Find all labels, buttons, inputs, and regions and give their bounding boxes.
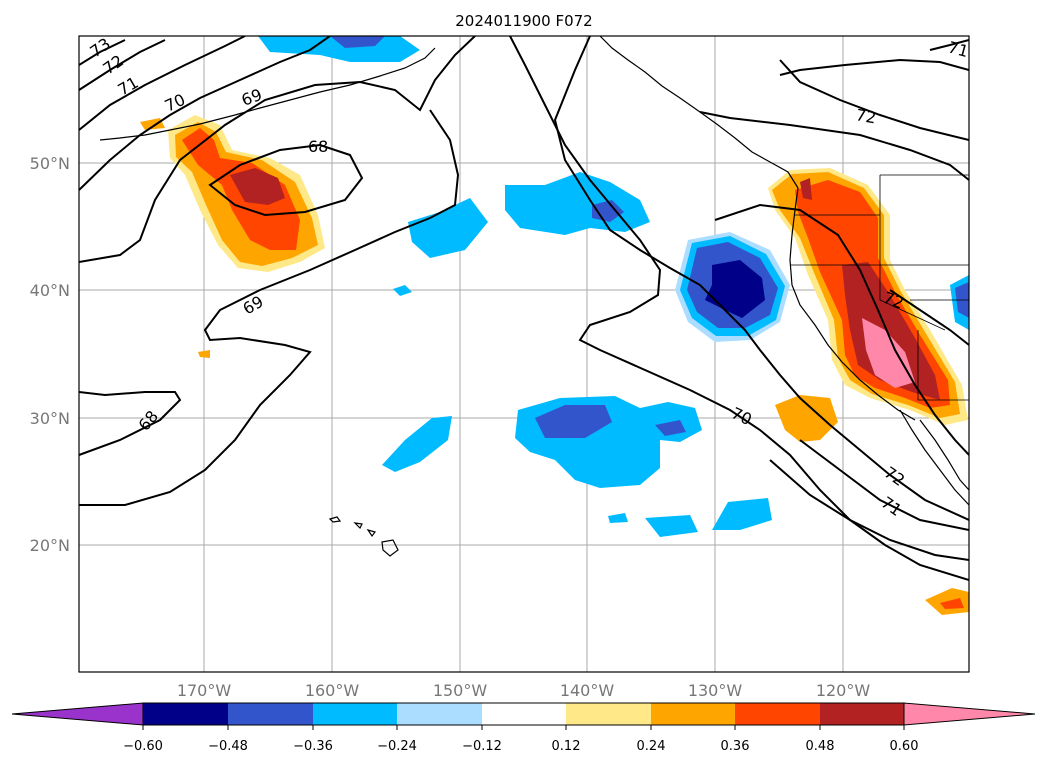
positive-anomaly-coast-dark (842, 262, 940, 400)
contour-72-coast (714, 203, 969, 456)
colorbar-label: −0.24 (377, 739, 417, 754)
colorbar-label: 0.12 (552, 739, 581, 754)
lon-label: 170°W (177, 681, 232, 700)
positive-anomaly-small-2 (198, 350, 210, 358)
lat-label: 30°N (30, 409, 70, 428)
colorbar-segment (482, 703, 566, 725)
lon-label: 140°W (560, 681, 615, 700)
negative-anomaly-offshore-dark (705, 260, 765, 318)
contour-68-loop (208, 143, 364, 217)
longitude-labels: 170°W 160°W 150°W 140°W 130°W 120°W (177, 681, 871, 700)
contour-70-mid (509, 36, 969, 581)
negative-anomaly-north (258, 36, 420, 62)
lon-label: 130°W (688, 681, 743, 700)
colorbar-segment (651, 703, 735, 725)
contour-inland (889, 289, 969, 346)
positive-anomaly-small-1 (140, 118, 165, 130)
contour-71 (79, 36, 246, 131)
contour-68-sw (79, 391, 182, 456)
lat-label: 20°N (30, 536, 70, 555)
hawaii-islands (328, 516, 399, 557)
colorbar-label: −0.60 (123, 739, 163, 754)
contour-label: 68 (308, 137, 328, 156)
aleutian-islands (99, 47, 436, 141)
colorbar-label: 0.48 (806, 739, 835, 754)
colorbar-segment (735, 703, 820, 725)
positive-anomaly-coast-pink (862, 318, 915, 388)
contour-70 (79, 36, 331, 191)
positive-anomaly-coast-small (800, 178, 812, 200)
figure-title: 2024011900 F072 (455, 12, 592, 30)
lon-label: 160°W (305, 681, 360, 700)
contour-69 (79, 36, 476, 506)
colorbar-segment (397, 703, 482, 725)
colorbar-frame (142, 702, 905, 726)
baja-peninsula (899, 409, 969, 506)
contour-label: 72 (854, 105, 877, 127)
colorbar-segment (143, 703, 228, 725)
colorbar-ticks (142, 725, 905, 730)
negative-anomaly-subtrop-5 (608, 513, 628, 523)
contour-71-mid (553, 36, 969, 521)
negative-anomaly-subtrop-3 (645, 515, 698, 537)
contour-72-north (779, 59, 969, 141)
colorbar-segment (820, 703, 904, 725)
lat-label: 40°N (30, 281, 70, 300)
contour-72-ne (779, 58, 969, 76)
positive-anomaly-se-red (940, 598, 964, 609)
colorbar-label: 0.24 (637, 739, 666, 754)
state-borders (790, 174, 969, 401)
colorbar: −0.60 −0.48 −0.36 −0.24 −0.12 0.12 0.24 … (11, 702, 1036, 754)
negative-anomaly-mid-2 (408, 198, 488, 258)
negative-anomaly-north-dark (330, 36, 385, 48)
latitude-labels: 50°N 40°N 30°N 20°N (30, 154, 70, 555)
negative-anomaly-dot (393, 285, 412, 296)
colorbar-label: 0.60 (890, 739, 919, 754)
lon-label: 150°W (433, 681, 488, 700)
negative-anomaly-subtrop-4 (712, 498, 772, 530)
colorbar-label: −0.36 (293, 739, 333, 754)
colorbar-label: 0.36 (721, 739, 750, 754)
colorbar-segment (228, 703, 313, 725)
contour-73 (79, 39, 126, 66)
negative-anomaly-subtrop-1-dark2 (655, 420, 686, 436)
contour-se-72 (799, 439, 969, 531)
positive-anomaly-baja (775, 395, 838, 442)
map-area: 73 72 71 70 69 68 69 68 72 70 72 71 72 7… (79, 36, 971, 672)
colorbar-label: −0.48 (208, 739, 248, 754)
negative-anomaly-subtrop-2 (382, 416, 452, 472)
contour-lines (79, 36, 969, 581)
contour-label: 71 (946, 38, 971, 62)
contour-72 (79, 39, 166, 91)
colorbar-segment (566, 703, 651, 725)
map-frame (78, 35, 970, 673)
contour-se-71 (769, 459, 969, 561)
colorbar-extend-right (903, 702, 1036, 726)
filled-anomalies (140, 36, 969, 615)
lat-label: 50°N (30, 154, 70, 173)
colorbar-label: −0.12 (462, 739, 502, 754)
lon-label: 120°W (816, 681, 871, 700)
baja-inner (919, 419, 969, 491)
colorbar-segment (313, 703, 397, 725)
contour-coast-loop (699, 111, 969, 181)
us-west-coast (789, 187, 916, 421)
positive-anomaly-nw-dark (230, 168, 285, 205)
contour-71-ne (929, 39, 969, 51)
colorbar-extend-left (11, 702, 144, 726)
negative-anomaly-subtrop-1-dark (535, 405, 612, 438)
